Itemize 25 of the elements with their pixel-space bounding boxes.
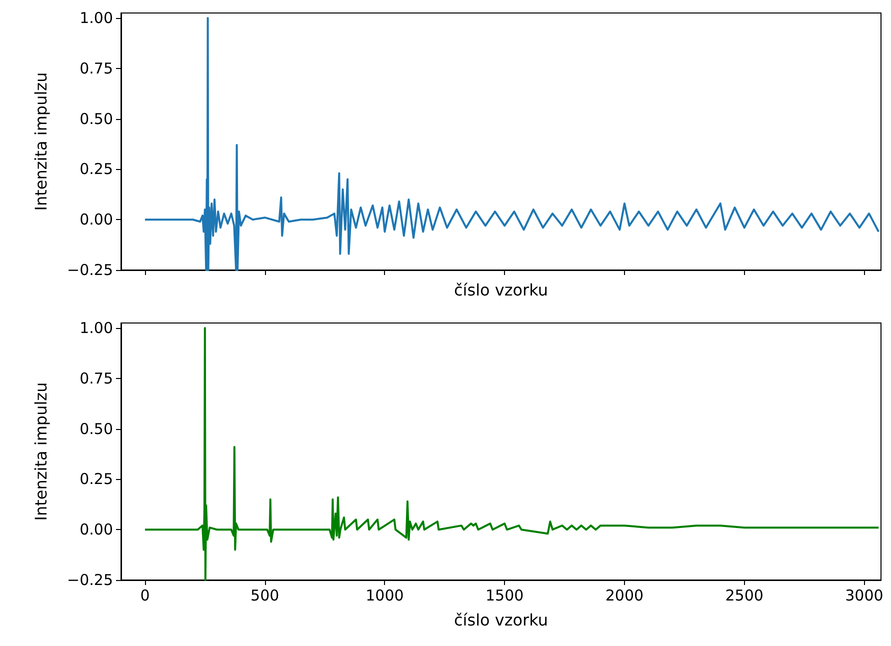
x-axis-title: číslo vzorku [454, 610, 548, 630]
y-axis-title: Intenzita impulzu [32, 382, 50, 521]
x-tick-label: 1000 [366, 586, 404, 604]
x-tick-label: 1500 [486, 586, 524, 604]
y-tick-label: −0.25 [67, 571, 113, 589]
x-tick-label: 500 [250, 586, 280, 604]
y-tick-label: 0.50 [80, 110, 113, 128]
x-tick-label: 2000 [605, 586, 644, 604]
x-axis-title: číslo vzorku [454, 280, 548, 300]
y-tick-label: 0.25 [80, 160, 113, 178]
line-series [144, 327, 880, 581]
y-tick-label: 1.00 [80, 9, 113, 28]
y-tick-label: 1.00 [80, 319, 113, 338]
y-tick-label: 0.00 [80, 520, 113, 539]
y-axis-title: Intenzita impulzu [32, 72, 50, 211]
x-tick-label: 0 [140, 586, 150, 604]
y-tick-label: −0.25 [67, 261, 113, 279]
y-tick-label: 0.50 [80, 420, 113, 438]
x-tick-label: 3000 [845, 586, 884, 604]
x-tick-label: 2500 [725, 586, 764, 604]
y-tick-label: 0.75 [80, 59, 113, 78]
line-series [144, 17, 880, 271]
y-tick-label: 0.25 [80, 470, 113, 488]
y-tick-label: 0.00 [80, 210, 113, 229]
y-tick-label: 0.75 [80, 369, 113, 388]
